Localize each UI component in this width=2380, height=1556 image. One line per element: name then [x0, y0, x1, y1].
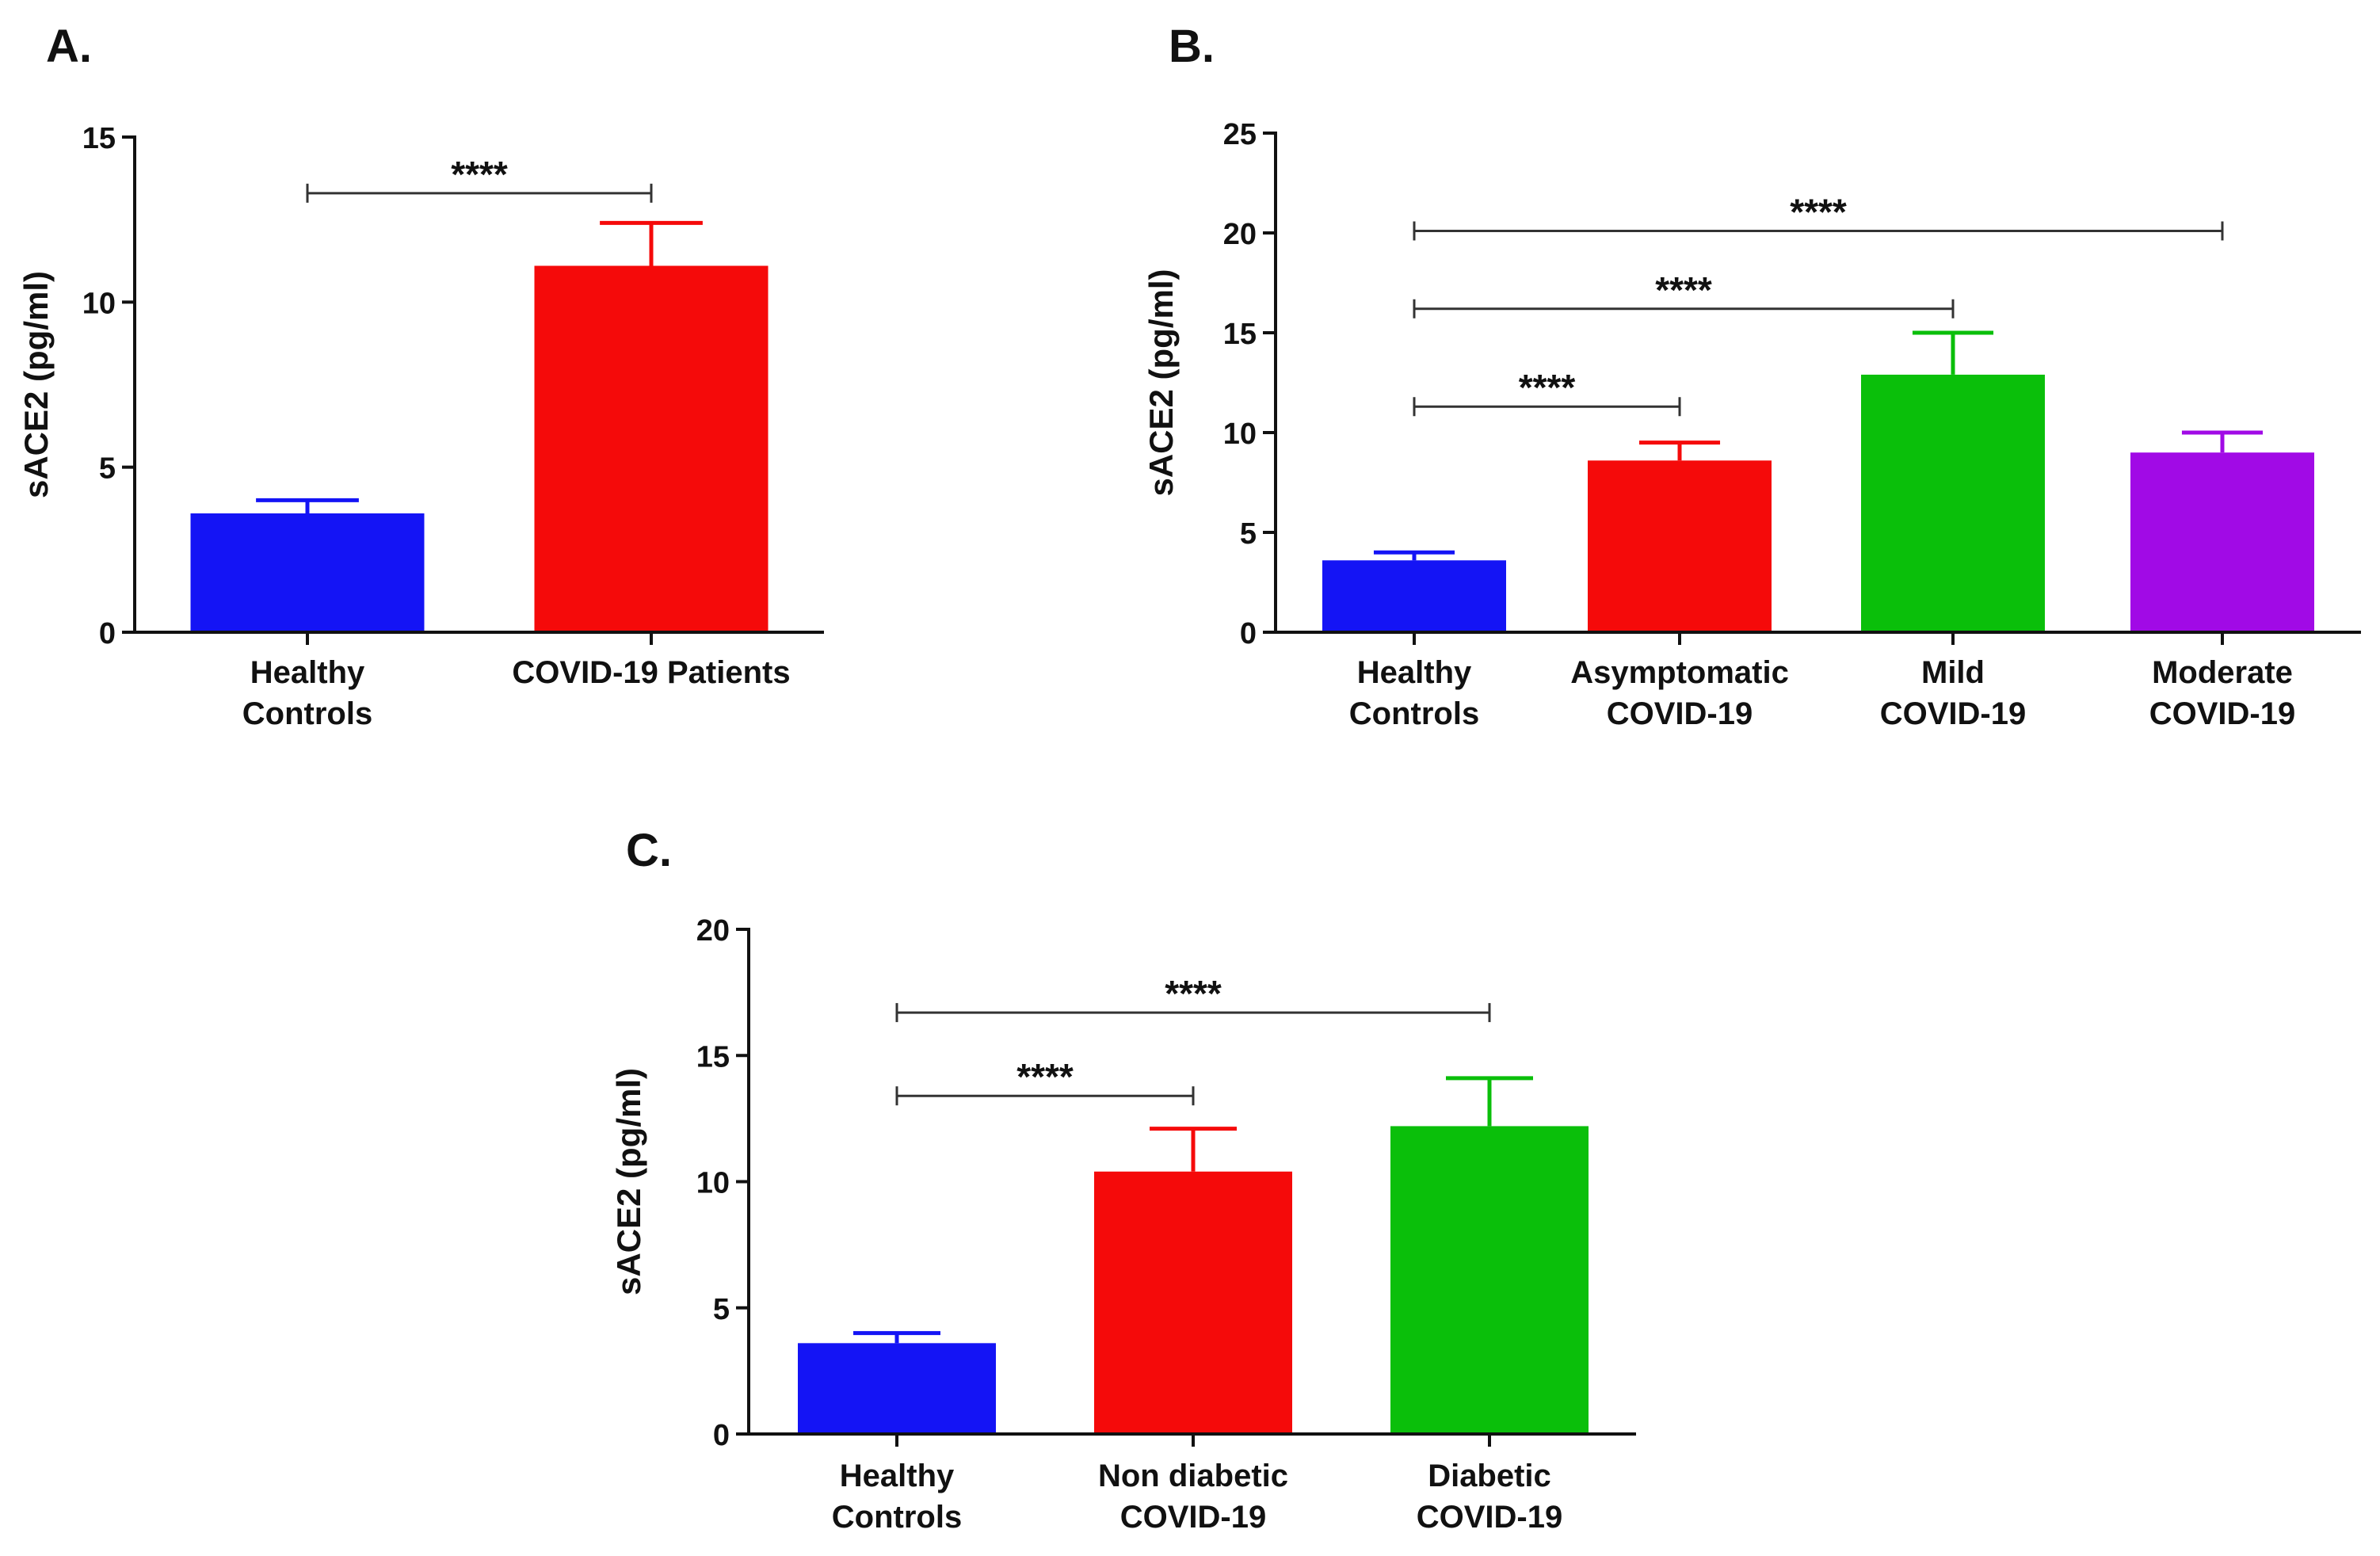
x-tick-label: Non diabetic COVID-19: [1098, 1459, 1288, 1535]
y-tick-label: 0: [1240, 617, 1257, 650]
panel-2: B. sACE2 (pg/ml) 0 5 10 15 20 25 Healthy Controls…: [1142, 21, 2361, 731]
panel-3: C. sACE2 (pg/ml) 0 5 10 15 20 Healthy Controls No…: [610, 825, 1636, 1535]
x-tick-label: Moderate COVID-19: [2149, 655, 2296, 731]
y-tick-label: 20: [696, 914, 730, 948]
bar: [190, 513, 425, 632]
x-tick-label: Healthy Controls: [1349, 655, 1479, 731]
y-tick-label: 25: [1223, 118, 1257, 151]
significance-bracket: ****: [1413, 367, 1681, 417]
y-tick-label: 10: [82, 287, 116, 320]
y-axis-title: sACE2 (pg/ml): [1142, 269, 1180, 496]
bar: [1094, 1171, 1292, 1434]
bar: [2130, 452, 2314, 632]
y-tick-label: 5: [99, 452, 116, 486]
bar: [534, 265, 769, 632]
bar: [1588, 460, 1772, 632]
y-tick-label: 5: [713, 1293, 730, 1326]
y-tick-label: 10: [1223, 418, 1257, 451]
significance-label: ****: [1655, 269, 1712, 311]
significance-bracket: ****: [1413, 191, 2224, 241]
bar: [1861, 374, 2045, 632]
y-tick-label: 15: [696, 1040, 730, 1074]
panel-label: C.: [626, 825, 672, 876]
y-axis-title: sACE2 (pg/ml): [610, 1068, 647, 1295]
panel-label: B.: [1169, 21, 1215, 72]
x-tick-label: Mild COVID-19: [1880, 655, 2027, 731]
bar: [798, 1343, 996, 1434]
significance-bracket: ****: [306, 154, 653, 203]
panel-label: A.: [46, 21, 92, 72]
x-tick-label: Diabetic COVID-19: [1417, 1459, 1563, 1535]
panel-1: A. sACE2 (pg/ml) 0 5 10 15 Healthy Controls COVI…: [17, 21, 824, 731]
significance-label: ****: [451, 154, 508, 195]
significance-label: ****: [1165, 973, 1222, 1014]
x-tick-label: COVID-19 Patients: [512, 655, 790, 690]
significance-bracket: ****: [895, 1056, 1195, 1106]
y-tick-label: 0: [713, 1419, 730, 1452]
x-tick-label: Asymptomatic COVID-19: [1570, 655, 1789, 731]
bar: [1390, 1126, 1589, 1434]
x-tick-label: Healthy Controls: [242, 655, 372, 731]
y-tick-label: 10: [696, 1167, 730, 1200]
significance-bracket: ****: [1413, 269, 1955, 318]
y-tick-label: 20: [1223, 218, 1257, 251]
significance-label: ****: [1016, 1056, 1074, 1097]
x-tick-label: Healthy Controls: [832, 1459, 962, 1535]
y-tick-label: 5: [1240, 517, 1257, 551]
y-tick-label: 15: [1223, 318, 1257, 351]
significance-label: ****: [1519, 367, 1576, 408]
bar: [1322, 560, 1506, 632]
y-axis-title: sACE2 (pg/ml): [17, 271, 55, 498]
significance-bracket: ****: [895, 973, 1491, 1023]
y-tick-label: 0: [99, 617, 116, 650]
significance-label: ****: [1790, 191, 1847, 232]
y-tick-label: 15: [82, 122, 116, 155]
